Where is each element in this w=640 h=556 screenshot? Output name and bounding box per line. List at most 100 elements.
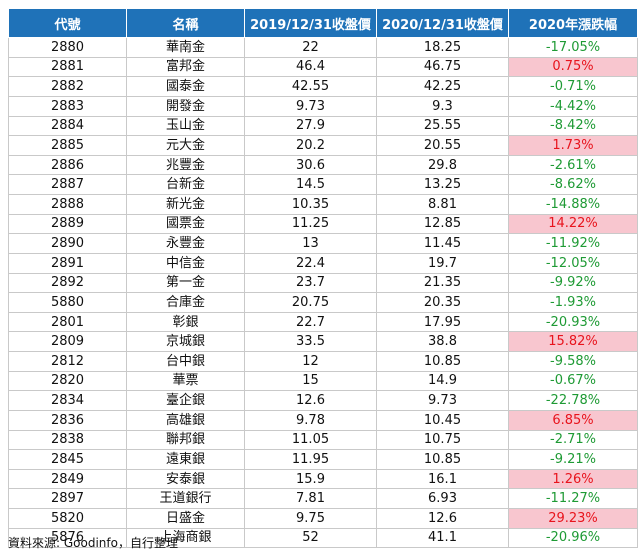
cell-change: -14.88% <box>508 194 638 215</box>
cell-price-2019: 9.73 <box>244 95 377 117</box>
table-row: 2887 台新金 14.5 13.25 -8.62% <box>8 174 638 195</box>
cell-change: -22.78% <box>508 390 638 411</box>
cell-code: 2886 <box>8 154 127 176</box>
cell-price-2020: 25.55 <box>376 115 509 137</box>
cell-name: 國泰金 <box>126 76 245 97</box>
cell-name: 台中銀 <box>126 351 245 372</box>
cell-price-2020: 42.25 <box>376 76 509 97</box>
cell-name: 彰銀 <box>126 311 245 333</box>
cell-name: 國票金 <box>126 213 245 235</box>
table-row: 2809 京城銀 33.5 38.8 15.82% <box>8 331 638 352</box>
cell-name: 中信金 <box>126 252 245 274</box>
cell-price-2020: 10.45 <box>376 409 509 431</box>
table-row: 5876 上海商銀 52 41.1 -20.96% <box>8 527 638 549</box>
cell-code: 2888 <box>8 194 127 215</box>
cell-code: 2838 <box>8 429 127 451</box>
cell-price-2020: 8.81 <box>376 194 509 215</box>
cell-change: -20.93% <box>508 311 638 333</box>
cell-code: 2834 <box>8 390 127 411</box>
header-price-2019: 2019/12/31收盤價 <box>244 8 377 38</box>
cell-change: -9.92% <box>508 272 638 294</box>
cell-code: 2820 <box>8 370 127 392</box>
cell-code: 2882 <box>8 76 127 97</box>
table-row: 5820 日盛金 9.75 12.6 29.23% <box>8 508 638 529</box>
cell-price-2019: 52 <box>244 527 377 549</box>
cell-price-2019: 22 <box>244 37 377 58</box>
cell-name: 高雄銀 <box>126 409 245 431</box>
cell-name: 遠東銀 <box>126 449 245 470</box>
cell-name: 玉山金 <box>126 115 245 137</box>
cell-change: -8.42% <box>508 115 638 137</box>
cell-price-2020: 10.85 <box>376 449 509 470</box>
cell-price-2020: 10.75 <box>376 429 509 451</box>
cell-change: -17.05% <box>508 37 638 58</box>
header-code: 代號 <box>8 8 127 38</box>
cell-price-2019: 11.05 <box>244 429 377 451</box>
cell-name: 臺企銀 <box>126 390 245 411</box>
cell-name: 華南金 <box>126 37 245 58</box>
cell-price-2019: 13 <box>244 233 377 254</box>
cell-price-2020: 46.75 <box>376 56 509 78</box>
cell-price-2019: 9.78 <box>244 409 377 431</box>
table-row: 2834 臺企銀 12.6 9.73 -22.78% <box>8 390 638 411</box>
cell-code: 2801 <box>8 311 127 333</box>
cell-change: -11.92% <box>508 233 638 254</box>
table-row: 2882 國泰金 42.55 42.25 -0.71% <box>8 76 638 97</box>
cell-price-2020: 9.73 <box>376 390 509 411</box>
cell-price-2020: 9.3 <box>376 95 509 117</box>
cell-price-2020: 12.85 <box>376 213 509 235</box>
cell-change: -8.62% <box>508 174 638 195</box>
cell-name: 京城銀 <box>126 331 245 352</box>
cell-name: 元大金 <box>126 135 245 156</box>
cell-code: 2812 <box>8 351 127 372</box>
cell-price-2020: 13.25 <box>376 174 509 195</box>
cell-code: 2881 <box>8 56 127 78</box>
table-row: 2890 永豐金 13 11.45 -11.92% <box>8 233 638 254</box>
table-row: 2885 元大金 20.2 20.55 1.73% <box>8 135 638 156</box>
table-row: 2812 台中銀 12 10.85 -9.58% <box>8 351 638 372</box>
cell-price-2020: 16.1 <box>376 468 509 490</box>
header-price-2020: 2020/12/31收盤價 <box>376 8 509 38</box>
cell-price-2019: 15.9 <box>244 468 377 490</box>
cell-name: 開發金 <box>126 95 245 117</box>
cell-price-2020: 20.35 <box>376 292 509 313</box>
table-row: 2881 富邦金 46.4 46.75 0.75% <box>8 56 638 78</box>
stock-table-container: 代號 名稱 2019/12/31收盤價 2020/12/31收盤價 2020年漲… <box>8 8 638 549</box>
header-name: 名稱 <box>126 8 245 38</box>
cell-price-2019: 11.95 <box>244 449 377 470</box>
cell-price-2019: 15 <box>244 370 377 392</box>
cell-price-2019: 42.55 <box>244 76 377 97</box>
cell-code: 5880 <box>8 292 127 313</box>
table-row: 2888 新光金 10.35 8.81 -14.88% <box>8 194 638 215</box>
cell-code: 2892 <box>8 272 127 294</box>
cell-price-2019: 27.9 <box>244 115 377 137</box>
cell-code: 2897 <box>8 488 127 509</box>
cell-price-2020: 14.9 <box>376 370 509 392</box>
cell-price-2019: 22.7 <box>244 311 377 333</box>
cell-code: 2890 <box>8 233 127 254</box>
table-row: 2838 聯邦銀 11.05 10.75 -2.71% <box>8 429 638 451</box>
table-row: 2849 安泰銀 15.9 16.1 1.26% <box>8 468 638 490</box>
cell-change: -4.42% <box>508 95 638 117</box>
cell-code: 2891 <box>8 252 127 274</box>
table-row: 2820 華票 15 14.9 -0.67% <box>8 370 638 392</box>
cell-code: 2845 <box>8 449 127 470</box>
cell-change: 14.22% <box>508 213 638 235</box>
table-row: 2801 彰銀 22.7 17.95 -20.93% <box>8 311 638 333</box>
cell-name: 安泰銀 <box>126 468 245 490</box>
cell-name: 合庫金 <box>126 292 245 313</box>
cell-price-2020: 11.45 <box>376 233 509 254</box>
cell-price-2019: 30.6 <box>244 154 377 176</box>
cell-code: 2885 <box>8 135 127 156</box>
cell-change: 6.85% <box>508 409 638 431</box>
cell-price-2019: 12.6 <box>244 390 377 411</box>
table-row: 2892 第一金 23.7 21.35 -9.92% <box>8 272 638 294</box>
cell-code: 2836 <box>8 409 127 431</box>
cell-change: -0.67% <box>508 370 638 392</box>
cell-price-2020: 12.6 <box>376 508 509 529</box>
cell-change: -9.58% <box>508 351 638 372</box>
cell-change: 1.26% <box>508 468 638 490</box>
cell-code: 2880 <box>8 37 127 58</box>
table-row: 5880 合庫金 20.75 20.35 -1.93% <box>8 292 638 313</box>
cell-name: 新光金 <box>126 194 245 215</box>
